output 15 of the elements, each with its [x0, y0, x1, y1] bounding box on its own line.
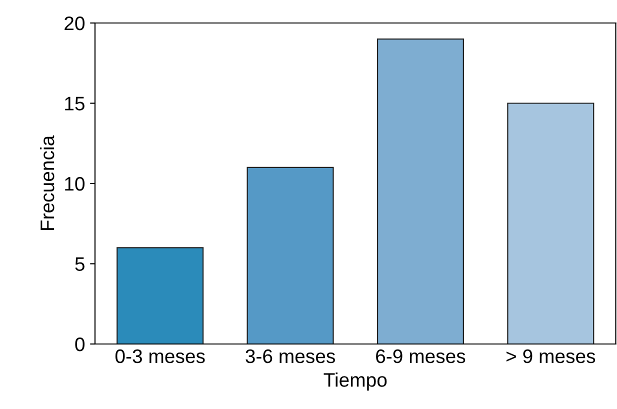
- y-tick-label: 15: [65, 96, 84, 110]
- bar: [376, 38, 464, 344]
- y-axis-title: Frecuencia: [40, 135, 54, 230]
- y-tick-label: 0: [75, 337, 85, 352]
- x-tick-label: 3-6 meses: [246, 349, 335, 364]
- y-tick-label: 5: [75, 257, 84, 271]
- bar: [246, 166, 334, 344]
- y-tick-label: 10: [65, 176, 85, 191]
- x-tick-label: > 9 meses: [506, 349, 596, 364]
- bar: [116, 247, 204, 344]
- x-tick-label: 6-9 meses: [376, 349, 466, 364]
- bar: [507, 102, 594, 344]
- y-tick-label: 20: [64, 16, 85, 30]
- x-axis-title: Tiempo: [324, 372, 387, 391]
- x-tick-label: 0-3 meses: [115, 349, 205, 364]
